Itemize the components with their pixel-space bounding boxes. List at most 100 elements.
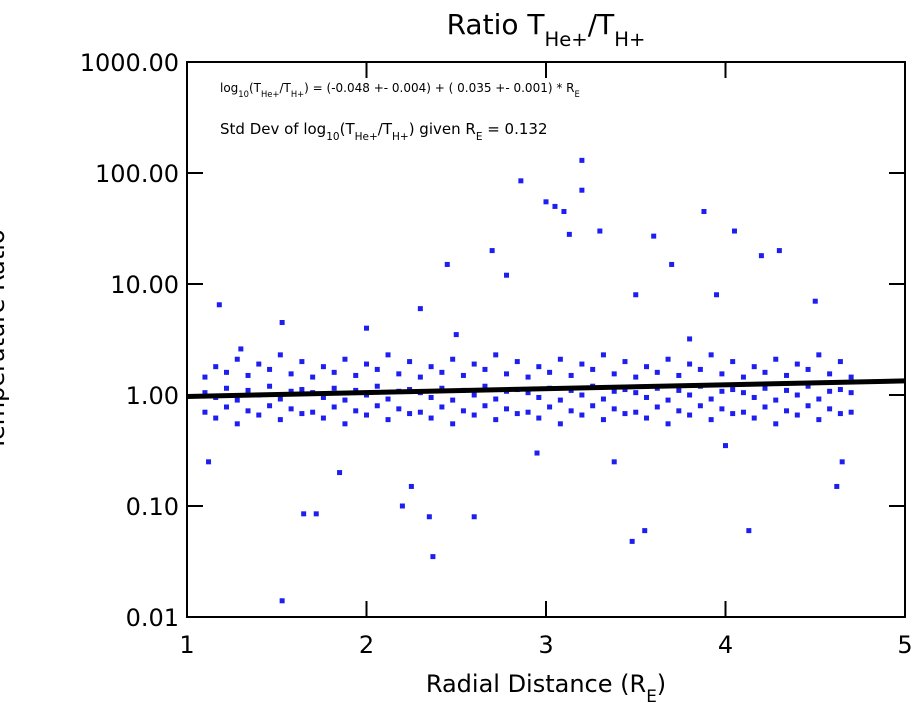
point — [827, 406, 833, 412]
subscript: E — [574, 89, 579, 99]
point — [493, 417, 499, 423]
point — [267, 403, 273, 409]
point — [288, 371, 294, 377]
point — [277, 352, 283, 358]
point — [525, 409, 531, 415]
point — [740, 390, 746, 396]
point — [234, 421, 240, 427]
point — [805, 366, 811, 372]
fit-equation: log10(THe+/TH+) = (-0.048 +- 0.004) + ( … — [220, 81, 580, 99]
point — [223, 404, 229, 410]
x-axis-label: Radial Distance (RE) — [426, 670, 666, 703]
point — [408, 483, 414, 489]
point — [547, 404, 553, 410]
point — [439, 369, 445, 375]
point — [534, 450, 540, 456]
point — [288, 406, 294, 412]
point — [453, 332, 459, 338]
point — [514, 359, 520, 365]
point — [482, 383, 488, 389]
point — [301, 511, 307, 517]
point — [331, 404, 337, 410]
point — [206, 459, 212, 465]
point — [385, 396, 391, 402]
point — [669, 261, 675, 267]
point — [794, 361, 800, 367]
point — [600, 352, 606, 358]
point — [353, 372, 359, 378]
point — [234, 397, 240, 403]
point — [708, 396, 714, 402]
point — [805, 383, 811, 389]
point — [676, 387, 682, 393]
point — [762, 369, 768, 375]
point — [629, 538, 635, 544]
point — [816, 417, 822, 423]
point — [773, 356, 779, 362]
point — [834, 483, 840, 489]
point — [407, 411, 413, 417]
point — [245, 387, 251, 393]
point — [504, 406, 510, 412]
chart-title: Ratio THe+/TH+ — [447, 8, 646, 51]
point — [444, 261, 450, 267]
point — [471, 361, 477, 367]
plot-frame — [186, 61, 906, 618]
point — [426, 514, 432, 520]
text-part: Std Dev of log — [220, 120, 326, 138]
point — [202, 409, 208, 415]
point — [299, 359, 305, 365]
point — [600, 417, 606, 423]
fit-line — [186, 378, 906, 399]
point — [439, 385, 445, 391]
point — [816, 352, 822, 358]
point — [460, 408, 466, 414]
subscript: He+ — [355, 131, 378, 143]
point — [202, 390, 208, 396]
y-axis-label: Temperature Ratio — [0, 229, 10, 451]
point — [482, 366, 488, 372]
point — [450, 397, 456, 403]
point — [633, 390, 639, 396]
point — [654, 369, 660, 375]
point — [245, 372, 251, 378]
y-tick-label: 0.10 — [126, 493, 179, 521]
point — [758, 253, 764, 259]
text-part: ) given R — [409, 120, 476, 138]
point — [622, 359, 628, 365]
point — [256, 412, 262, 418]
point — [374, 383, 380, 389]
point — [430, 554, 436, 560]
point — [746, 528, 752, 534]
point — [611, 406, 617, 412]
point — [353, 408, 359, 414]
point — [839, 459, 845, 465]
point — [579, 361, 585, 367]
point — [547, 369, 553, 375]
point — [471, 514, 477, 520]
point — [279, 598, 285, 604]
point — [730, 411, 736, 417]
point — [331, 369, 337, 375]
point — [310, 374, 316, 380]
point — [751, 394, 757, 400]
x-tick-label: 2 — [359, 631, 374, 659]
subscript: E — [476, 131, 483, 143]
point — [482, 403, 488, 409]
point — [568, 408, 574, 414]
point — [557, 397, 563, 403]
point — [730, 387, 736, 393]
point — [723, 443, 728, 449]
point — [776, 248, 782, 254]
point — [428, 394, 434, 400]
point — [460, 372, 466, 378]
text-part: = 0.132 — [482, 120, 547, 138]
y-tick-label: 0.01 — [126, 604, 179, 632]
point — [827, 388, 833, 394]
point — [665, 397, 671, 403]
point — [762, 385, 768, 391]
point — [579, 187, 585, 193]
point — [812, 298, 818, 304]
point — [697, 403, 703, 409]
